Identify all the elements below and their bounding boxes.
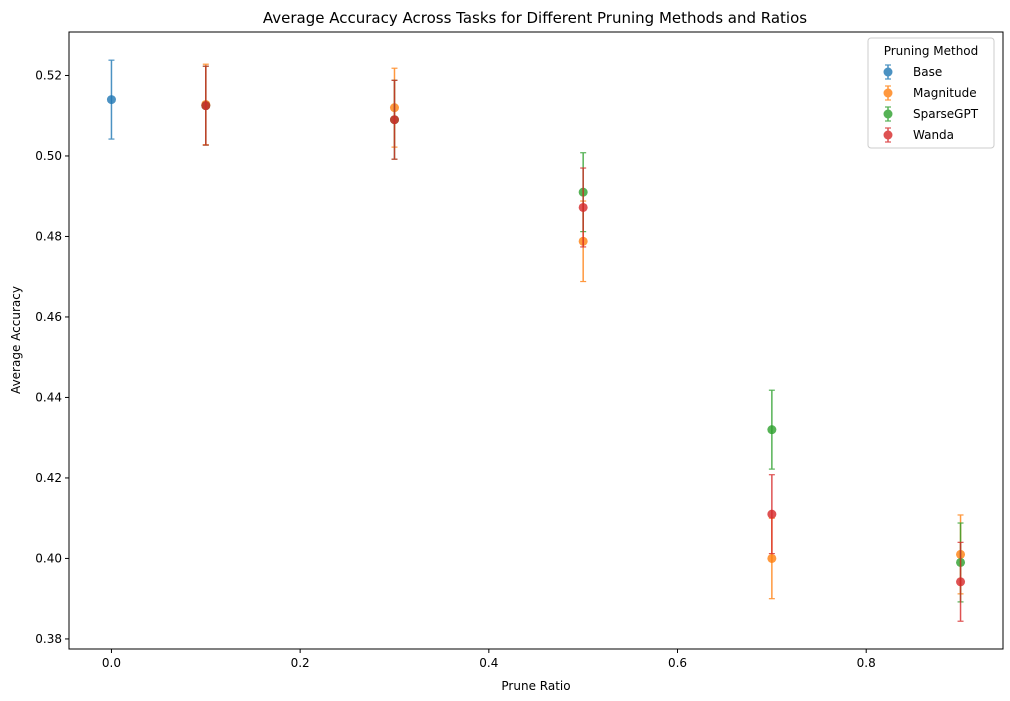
x-tick-label: 0.8 (857, 656, 876, 670)
plot-area (68, 31, 1004, 650)
data-point (201, 101, 211, 111)
x-axis: 0.0 0.2 0.4 0.6 0.8 (102, 649, 876, 670)
y-tick-label: 0.40 (35, 551, 62, 565)
x-tick-label: 0.6 (668, 656, 687, 670)
chart-title: Average Accuracy Across Tasks for Differ… (263, 9, 807, 27)
legend-marker (883, 64, 893, 80)
data-point (956, 577, 966, 587)
legend: Pruning Method Base Magnitude SparseGPT Wan… (867, 37, 995, 149)
legend-label: Magnitude (913, 86, 977, 100)
y-tick-label: 0.46 (35, 310, 62, 324)
y-tick-label: 0.50 (35, 149, 62, 163)
series-magnitude (201, 63, 966, 600)
data-point (106, 95, 116, 105)
y-tick-label: 0.42 (35, 471, 62, 485)
series-sparsegpt (201, 65, 966, 603)
y-tick-label: 0.38 (35, 632, 62, 646)
legend-marker (883, 127, 893, 143)
y-tick-label: 0.48 (35, 229, 62, 243)
data-marks (106, 59, 966, 622)
legend-entry-sparsegpt: SparseGPT (883, 106, 979, 122)
legend-marker (883, 85, 893, 101)
x-tick-label: 0.0 (102, 656, 121, 670)
legend-title: Pruning Method (884, 44, 979, 58)
legend-entry-wanda: Wanda (883, 127, 954, 143)
data-point (767, 425, 777, 435)
legend-entry-base: Base (883, 64, 942, 80)
y-axis: 0.38 0.40 0.42 0.44 0.46 0.48 0.50 0.52 (35, 68, 69, 646)
x-tick-label: 0.2 (291, 656, 310, 670)
x-axis-label: Prune Ratio (501, 679, 570, 693)
legend-label: Base (913, 65, 942, 79)
legend-box (867, 37, 995, 149)
y-tick-label: 0.52 (35, 68, 62, 82)
series-wanda (201, 65, 966, 622)
legend-label: SparseGPT (913, 107, 979, 121)
data-point (767, 509, 777, 519)
series-base (106, 59, 116, 140)
x-tick-label: 0.4 (479, 656, 498, 670)
y-axis-label: Average Accuracy (9, 286, 23, 394)
legend-entry-magnitude: Magnitude (883, 85, 977, 101)
data-point (578, 202, 588, 212)
data-point (767, 553, 777, 563)
legend-marker (883, 106, 893, 122)
y-tick-label: 0.44 (35, 390, 62, 404)
data-point (389, 115, 399, 125)
legend-label: Wanda (913, 128, 954, 142)
